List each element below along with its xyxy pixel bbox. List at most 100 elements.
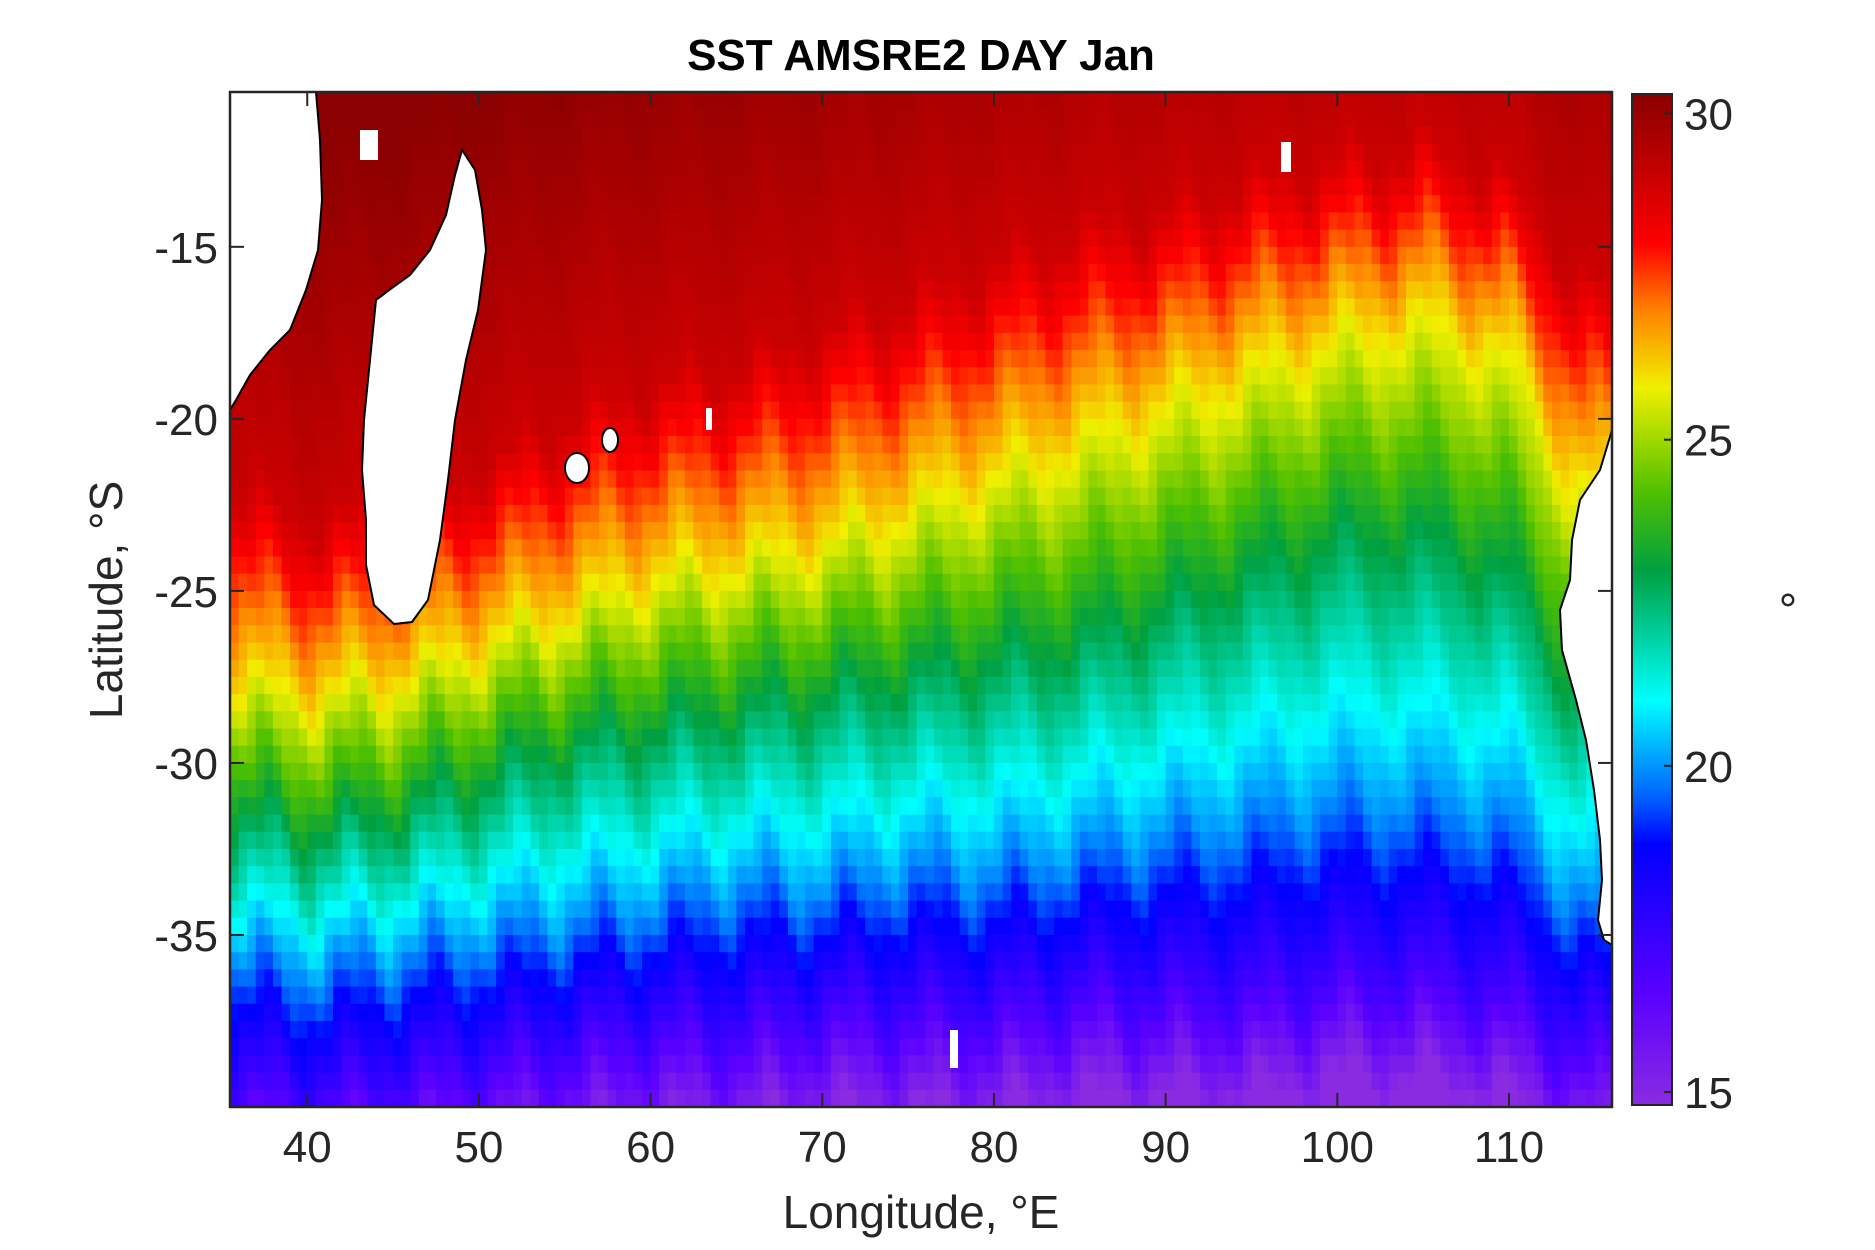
heatmap-cell: [573, 780, 583, 798]
heatmap-cell: [727, 298, 738, 317]
heatmap-cell: [770, 229, 780, 248]
heatmap-cell: [616, 866, 626, 884]
heatmap-cell: [839, 917, 849, 936]
heatmap-cell: [890, 246, 901, 265]
heatmap-cell: [238, 418, 248, 437]
heatmap-cell: [933, 969, 944, 988]
heatmap-cell: [307, 676, 317, 695]
heatmap-cell: [487, 573, 497, 592]
heatmap-cell: [727, 1089, 738, 1107]
heatmap-cell: [787, 92, 798, 110]
heatmap-cell: [341, 866, 351, 884]
heatmap-cell: [933, 848, 944, 867]
heatmap-cell: [367, 797, 377, 816]
heatmap-cell: [624, 573, 635, 592]
heatmap-cell: [573, 1089, 583, 1107]
heatmap-cell: [290, 866, 300, 884]
heatmap-cell: [513, 195, 523, 214]
heatmap-cell: [384, 762, 394, 781]
heatmap-cell: [599, 694, 609, 712]
heatmap-cell: [496, 470, 506, 489]
heatmap-cell: [581, 1072, 592, 1091]
heatmap-cell: [830, 350, 841, 368]
heatmap-cell: [410, 659, 420, 678]
heatmap-cell: [436, 969, 446, 988]
heatmap-cell: [530, 229, 540, 248]
heatmap-cell: [710, 212, 720, 231]
heatmap-cell: [272, 436, 283, 454]
heatmap-cell: [444, 92, 454, 110]
heatmap-cell: [581, 332, 592, 351]
heatmap-cell: [375, 917, 386, 936]
heatmap-cell: [796, 728, 806, 747]
heatmap-cell: [659, 969, 669, 988]
heatmap-cell: [324, 1089, 334, 1107]
heatmap-cell: [581, 711, 592, 730]
heatmap-cell: [667, 590, 677, 609]
heatmap-cell: [487, 1020, 497, 1039]
heatmap-cell: [410, 195, 420, 214]
heatmap-cell: [350, 1038, 360, 1056]
heatmap-cell: [324, 1072, 334, 1091]
heatmap-cell: [762, 418, 772, 437]
heatmap-cell: [684, 92, 695, 110]
heatmap-cell: [719, 436, 729, 454]
heatmap-cell: [616, 1038, 626, 1056]
heatmap-cell: [890, 1003, 901, 1022]
heatmap-cell: [350, 401, 360, 420]
heatmap-cell: [530, 969, 540, 988]
heatmap-cell: [719, 1089, 729, 1107]
heatmap-cell: [504, 453, 514, 472]
heatmap-cell: [745, 367, 755, 386]
heatmap-cell: [496, 332, 506, 351]
heatmap-cell: [230, 487, 240, 506]
heatmap-cell: [787, 1020, 798, 1039]
heatmap-cell: [230, 1089, 240, 1107]
heatmap-cell: [684, 556, 695, 575]
heatmap-cell: [727, 264, 738, 282]
heatmap-cell: [727, 539, 738, 558]
heatmap-cell: [719, 418, 729, 437]
heatmap-cell: [255, 866, 265, 884]
heatmap-cell: [341, 676, 351, 695]
heatmap-cell: [504, 264, 514, 282]
heatmap-cell: [367, 1038, 377, 1056]
heatmap-cell: [710, 848, 720, 867]
heatmap-cell: [461, 1020, 471, 1039]
heatmap-cell: [504, 160, 514, 179]
heatmap-cell: [281, 487, 291, 506]
heatmap-cell: [762, 866, 772, 884]
heatmap-cell: [478, 453, 489, 472]
heatmap-cell: [530, 676, 540, 695]
heatmap-cell: [247, 573, 257, 592]
heatmap-cell: [753, 556, 763, 575]
heatmap-cell: [341, 694, 351, 712]
heatmap-cell: [453, 109, 463, 127]
heatmap-cell: [813, 590, 823, 609]
heatmap-cell: [856, 522, 866, 540]
heatmap-cell: [882, 831, 892, 850]
heatmap-cell: [873, 745, 883, 764]
heatmap-cell: [367, 866, 377, 884]
heatmap-cell: [633, 711, 643, 730]
heatmap-cell: [539, 556, 549, 575]
heatmap-cell: [916, 350, 926, 368]
heatmap-cell: [839, 246, 849, 265]
heatmap-cell: [839, 470, 849, 489]
heatmap-cell: [770, 1055, 780, 1074]
heatmap-cell: [521, 934, 532, 953]
heatmap-cell: [848, 573, 858, 592]
heatmap-cell: [702, 573, 712, 592]
heatmap-cell: [642, 1072, 652, 1091]
heatmap-cell: [839, 608, 849, 626]
heatmap-cell: [513, 143, 523, 162]
heatmap-cell: [667, 711, 677, 730]
heatmap-cell: [581, 315, 592, 334]
heatmap-cell: [856, 814, 866, 833]
heatmap-cell: [599, 1055, 609, 1074]
heatmap-cell: [650, 143, 660, 162]
heatmap-cell: [908, 384, 918, 403]
heatmap-cell: [710, 367, 720, 386]
heatmap-cell: [727, 797, 738, 816]
heatmap-cell: [504, 246, 514, 265]
